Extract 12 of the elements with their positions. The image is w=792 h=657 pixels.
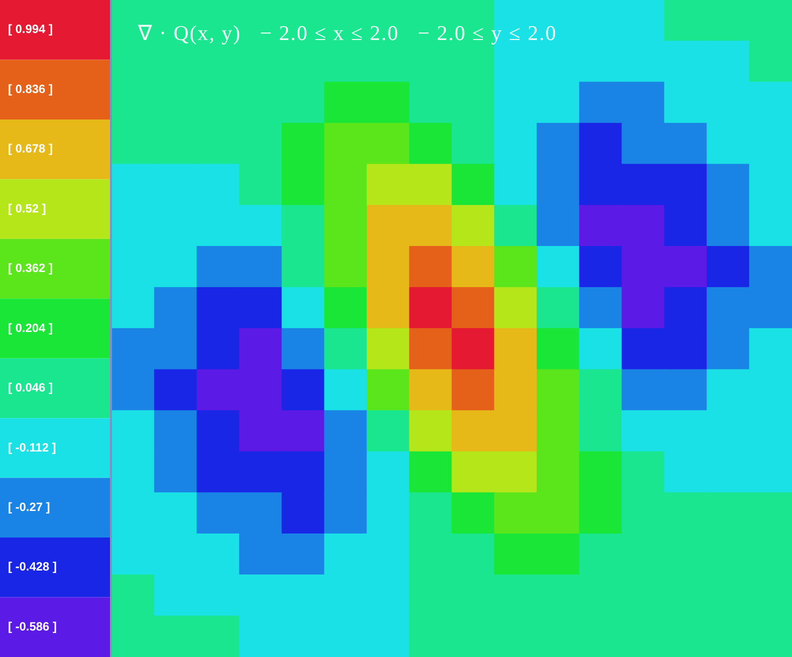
color-bar-label: [ -0.428 ] bbox=[8, 560, 57, 574]
color-bar-label: [ 0.52 ] bbox=[8, 201, 46, 216]
color-bar-label: [ 0.678 ] bbox=[8, 142, 53, 156]
color-bar-label: [ -0.27 ] bbox=[8, 500, 50, 514]
text: ∇ · Q(x, y) − 2.0 ≤ x ≤ 2.0 − 2.0 ≤ y ≤ 2.0 bbox=[137, 21, 557, 45]
color-bar-label: [ 0.204 ] bbox=[8, 320, 53, 335]
color-bar-label: [ -0.586 ] bbox=[8, 619, 57, 634]
color-bar-label: [ 0.836 ] bbox=[8, 82, 53, 96]
color-bar-label: [ 0.362 ] bbox=[8, 261, 53, 276]
color-bar-label: [ 0.046 ] bbox=[8, 380, 53, 395]
color-bar-label: [ -0.112 ] bbox=[8, 440, 56, 454]
color-bar-label: [ 0.994 ] bbox=[8, 22, 53, 36]
